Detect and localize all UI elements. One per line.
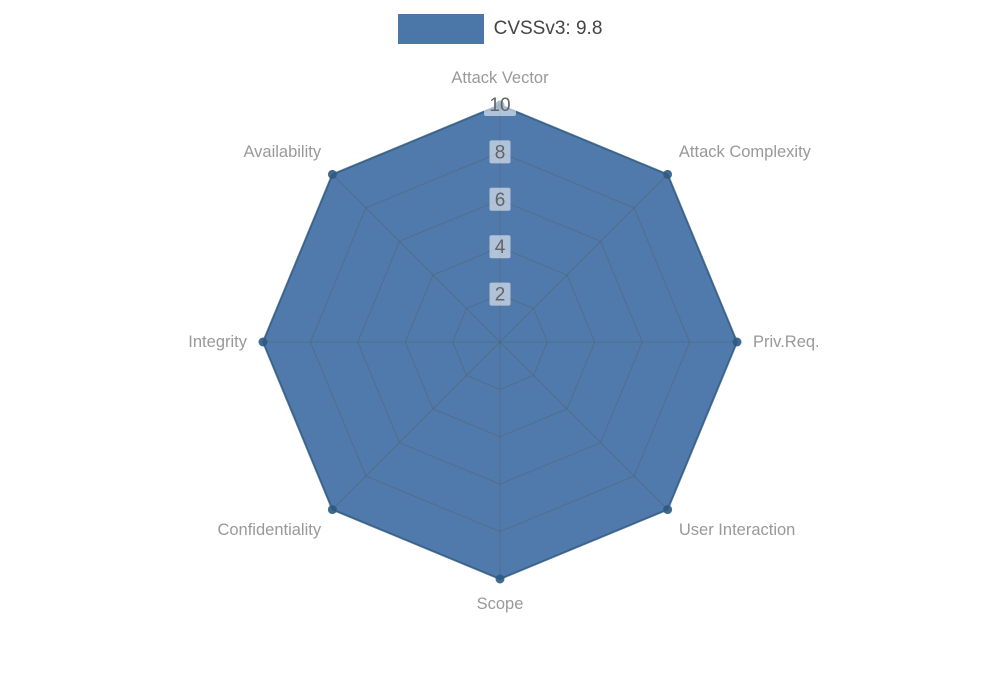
radar-series-point[interactable]: [663, 169, 673, 179]
axis-label-scope: Scope: [477, 595, 524, 613]
legend-label: CVSSv3: 9.8: [493, 18, 603, 39]
tick-label-box: [489, 187, 511, 211]
radar-series-point[interactable]: [732, 337, 742, 347]
axis-label-attack-complexity: Attack Complexity: [679, 143, 812, 161]
axis-label-user-interaction: User Interaction: [679, 521, 795, 539]
tick-label: 4: [495, 237, 506, 258]
radar-series-point[interactable]: [327, 505, 337, 515]
tick-label: 10: [489, 95, 510, 116]
radar-grid-ring: [452, 294, 548, 390]
axis-label-confidentiality: Confidentiality: [217, 521, 321, 539]
radar-series-point[interactable]: [495, 574, 505, 584]
radar-grid-spoke: [499, 341, 668, 510]
radar-grid-ring: [309, 151, 691, 533]
radar-grid-spoke: [499, 174, 668, 343]
axis-label-attack-vector: Attack Vector: [451, 69, 549, 87]
tick-label-box: [489, 235, 511, 259]
radar-series-point[interactable]: [258, 337, 268, 347]
radar-series-point[interactable]: [327, 169, 337, 179]
legend-swatch[interactable]: [397, 14, 484, 44]
radar-grid-ring: [404, 246, 596, 438]
tick-label: 6: [495, 190, 506, 211]
axis-label-priv-req: Priv.Req.: [753, 333, 820, 351]
radar-grid-spoke: [332, 174, 501, 343]
tick-label-box: [489, 140, 511, 164]
legend[interactable]: CVSSv3: 9.8: [0, 14, 1000, 44]
radar-grid-ring: [357, 199, 643, 485]
radar-series-point[interactable]: [663, 505, 673, 515]
tick-label-box: [489, 282, 511, 306]
axis-label-availability: Availability: [243, 143, 321, 161]
radar-series-fill: [263, 105, 737, 579]
tick-label: 2: [495, 285, 506, 306]
tick-label: 8: [495, 142, 506, 163]
tick-label-box: [484, 93, 516, 116]
axis-label-integrity: Integrity: [188, 333, 247, 351]
radar-grid-spoke: [332, 341, 501, 510]
